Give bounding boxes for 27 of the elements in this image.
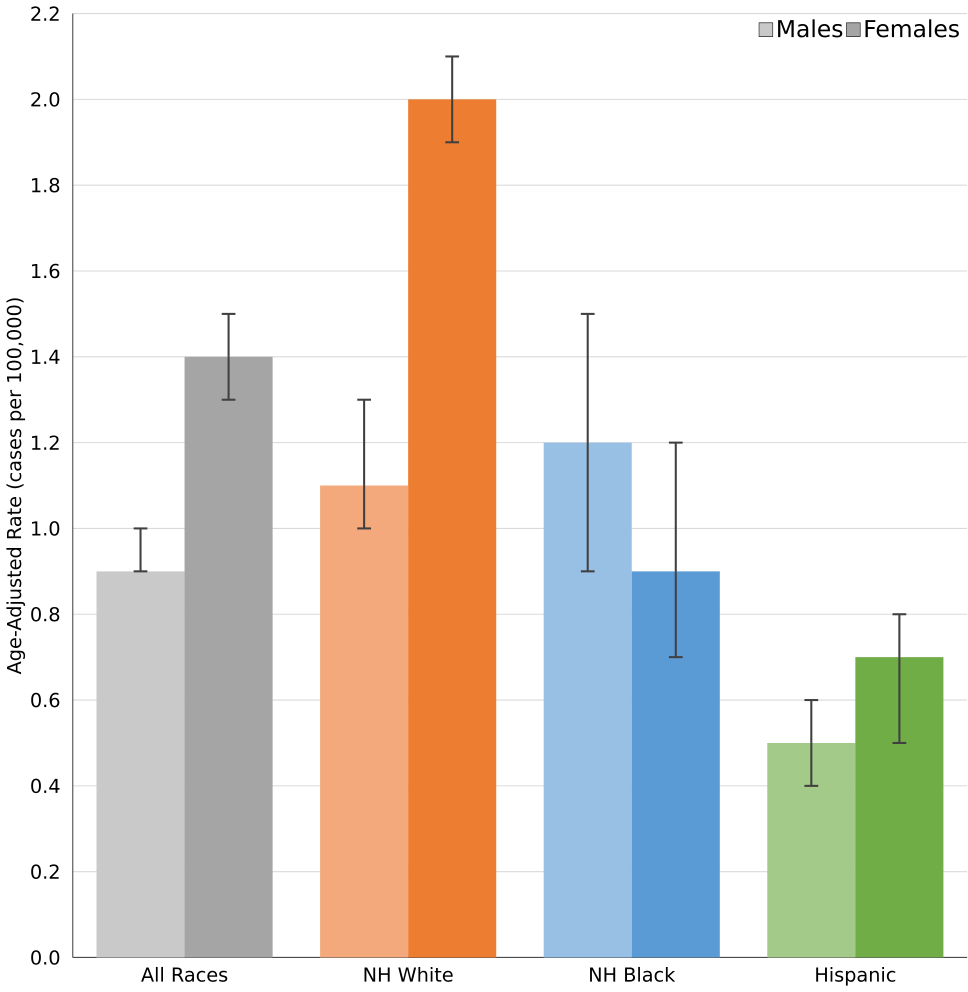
- bar: [632, 571, 720, 958]
- x-tick-label: NH Black: [590, 966, 676, 982]
- x-tick-label: Hispanic: [816, 966, 896, 986]
- y-tick-label: 2.2: [31, 6, 59, 21]
- bar: [320, 486, 408, 958]
- y-tick-label: 2.0: [31, 92, 60, 107]
- y-tick-label: 1.4: [32, 350, 60, 364]
- bar: [767, 742, 856, 958]
- y-tick-label: 1.6: [32, 264, 60, 278]
- bar: [96, 571, 185, 958]
- x-tick-label: All Races: [141, 966, 228, 982]
- legend-label: Males: [778, 19, 842, 38]
- y-tick-label: 0.8: [31, 606, 60, 622]
- bar: [408, 99, 496, 958]
- y-tick-label: 0.4: [31, 778, 60, 794]
- y-tick-label: 0.2: [31, 864, 59, 879]
- y-axis-title: Age-Adjusted Rate (cases per 100,000): [6, 298, 26, 674]
- y-tick-label: 1.8: [32, 178, 60, 192]
- legend-label: Females: [866, 19, 960, 38]
- bar: [856, 657, 944, 958]
- y-tick-label: 1.0: [32, 521, 60, 536]
- bar: [544, 442, 632, 958]
- y-tick-label: 0.0: [31, 950, 60, 965]
- x-tick-label: NH White: [364, 966, 453, 982]
- y-tick-label: 0.6: [31, 692, 60, 708]
- bar: [184, 356, 273, 958]
- y-tick-label: 1.2: [32, 435, 59, 450]
